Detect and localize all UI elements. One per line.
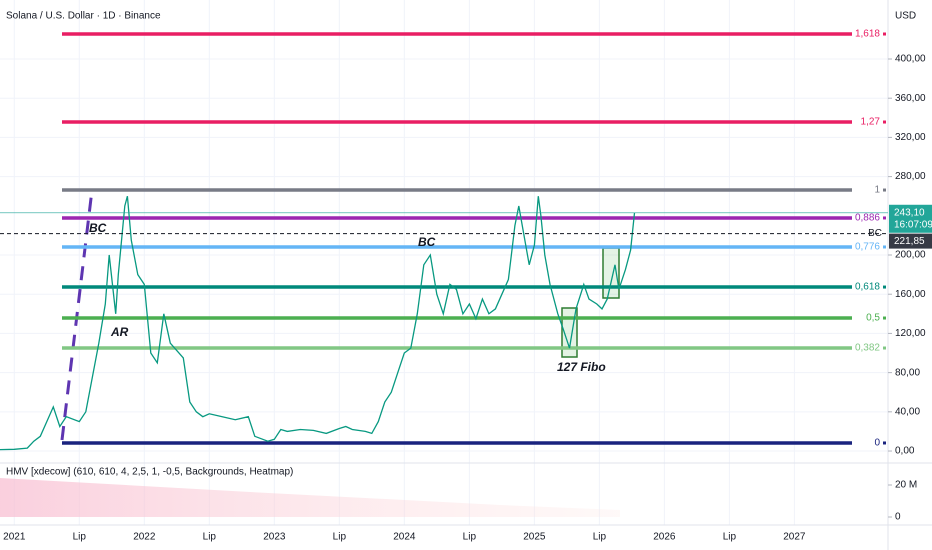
fib-level-dot — [883, 346, 886, 350]
annotation: BC — [89, 221, 107, 235]
x-tick-label: 2026 — [653, 532, 676, 543]
last-price-label: 243,10 — [894, 207, 925, 218]
x-tick-label: 2025 — [523, 532, 546, 543]
last-price-box — [889, 204, 932, 233]
fib-level-dot — [883, 32, 886, 36]
x-tick-label: 2022 — [133, 532, 156, 543]
chart-title: Solana / U.S. Dollar · 1D · Binance — [6, 11, 161, 22]
y-tick-label: 200,00 — [895, 250, 926, 261]
fib-level-label: 1 — [874, 185, 880, 196]
fib-level-dot — [883, 316, 886, 320]
grid — [0, 0, 888, 525]
indicator-tick-label: 0 — [895, 512, 901, 523]
x-tick-label: 2021 — [3, 532, 26, 543]
x-tick-label: Lip — [73, 532, 87, 543]
fib-level-label: 0,886 — [855, 213, 880, 224]
fib-level-dot — [883, 245, 886, 249]
fib-level-label: 0,776 — [855, 242, 880, 253]
indicator-title: HMV [xdecow] (610, 610, 4, 2,5, 1, -0,5,… — [6, 467, 293, 478]
price-line — [0, 196, 636, 451]
fib-level-dot — [883, 441, 886, 445]
x-tick-label: Lip — [333, 532, 347, 543]
annotation: AR — [110, 325, 129, 339]
fib-level-label: 0,618 — [855, 282, 880, 293]
fib-level-dot — [883, 120, 886, 124]
x-tick-label: 2023 — [263, 532, 286, 543]
y-tick-label: 320,00 — [895, 132, 926, 143]
marker-name: BC — [868, 228, 882, 239]
y-tick-label: 280,00 — [895, 171, 926, 182]
y-tick-label: 360,00 — [895, 93, 926, 104]
y-tick-label: 120,00 — [895, 328, 926, 339]
x-tick-label: Lip — [203, 532, 217, 543]
x-tick-label: Lip — [593, 532, 607, 543]
countdown-label: 16:07:09 — [894, 219, 932, 230]
currency: USD — [895, 11, 916, 22]
y-tick-label: 80,00 — [895, 367, 920, 378]
annotation: 127 Fibo — [557, 360, 606, 374]
fib-level-label: 0,382 — [855, 343, 880, 354]
x-tick-label: Lip — [463, 532, 477, 543]
fib-level-dot — [883, 285, 886, 289]
volume-heatmap — [0, 478, 620, 517]
fib-level-label: 0,5 — [866, 313, 880, 324]
fib-level-dot — [883, 188, 886, 192]
y-tick-label: 0,00 — [895, 446, 915, 457]
y-tick-label: 400,00 — [895, 54, 926, 65]
fib-level-label: 1,27 — [861, 117, 881, 128]
x-tick-label: 2024 — [393, 532, 416, 543]
impulse-line — [60, 189, 94, 441]
annotation: BC — [418, 235, 436, 249]
highlight-box — [561, 307, 578, 358]
indicator-tick-label: 20 M — [895, 480, 917, 491]
marker-label: 221,85 — [894, 236, 925, 247]
fib-level-label: 0 — [874, 438, 880, 449]
x-tick-label: Lip — [723, 532, 737, 543]
marker-box — [889, 233, 932, 249]
y-tick-label: 40,00 — [895, 406, 920, 417]
x-tick-label: 2027 — [783, 532, 806, 543]
fib-level-dot — [883, 216, 886, 220]
fib-level-label: 1,618 — [855, 29, 880, 40]
y-tick-label: 160,00 — [895, 289, 926, 300]
